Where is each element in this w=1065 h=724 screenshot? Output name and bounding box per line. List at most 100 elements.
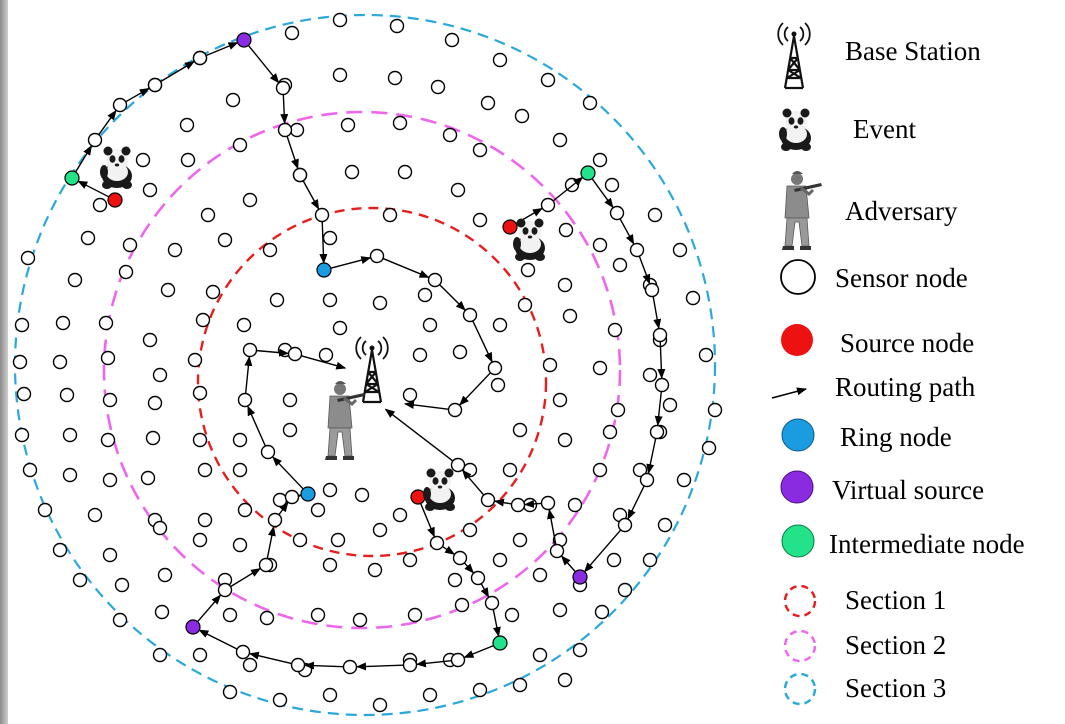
sensor-node [532, 647, 548, 663]
sensor-node [310, 502, 326, 518]
sensor-node [340, 117, 356, 133]
path-sensor-node [369, 248, 385, 264]
legend-routing-path-label: Routing path [835, 372, 976, 402]
sensor-node [472, 142, 488, 158]
path-sensor-node [267, 512, 283, 528]
sensor-node [180, 152, 196, 168]
routing-path-arrow [560, 555, 576, 573]
sensor-node [192, 647, 208, 663]
sensor-node [62, 467, 78, 483]
section2-ring [102, 110, 622, 630]
sensor-node [102, 392, 118, 408]
sensor-node [552, 602, 568, 618]
sensor-node [604, 177, 620, 193]
virtual-source-node [185, 619, 201, 635]
routing-path-arrow [657, 341, 666, 380]
sensor-node [594, 604, 610, 620]
routing-path-arrow [403, 400, 449, 410]
routing-path-arrow [472, 321, 493, 363]
routing-path-arrow [125, 87, 150, 103]
sensor-node [480, 95, 496, 111]
sensor-node [382, 207, 398, 223]
sensor-node [392, 115, 408, 131]
legend: Base Station Event Adversary Sensor node… [771, 21, 1025, 706]
sensor-node [114, 577, 130, 593]
sensor-node [200, 207, 216, 223]
routing-path-arrow [627, 485, 645, 520]
sensor-node [514, 108, 530, 124]
legend-intermediate-node-label: Intermediate node [829, 529, 1025, 559]
routing-path-arrow [523, 499, 542, 508]
routing-path-arrow [383, 258, 430, 278]
sensor-node [118, 264, 134, 280]
routing-path-arrow [77, 180, 110, 198]
path-sensor-node [260, 444, 276, 460]
path-sensor-node [652, 327, 668, 343]
sensor-node [310, 607, 326, 623]
sensor-node [552, 132, 568, 148]
sensor-node [352, 612, 368, 628]
sensor-node [197, 462, 213, 478]
sensor-node [135, 152, 151, 168]
routing-path-arrow [266, 525, 276, 559]
routing-path-arrow [355, 662, 404, 671]
sensor-node [558, 222, 574, 238]
legend-ring-node-marker [781, 418, 815, 452]
path-sensor-node [470, 570, 486, 586]
sensor-node [332, 320, 348, 336]
sensor-node [389, 18, 405, 34]
routing-path-arrow [319, 221, 328, 265]
sensor-node [322, 292, 338, 308]
sensor-node [662, 397, 678, 413]
legend-routing-path-arrow [771, 387, 807, 399]
left-edge-strip [0, 0, 8, 724]
routing-path-arrow [247, 405, 266, 446]
sensor-node [504, 607, 520, 623]
sensor-nodes [12, 12, 723, 713]
routing-path-arrow [256, 348, 290, 357]
sensor-node [289, 122, 305, 138]
sensor-node [145, 430, 161, 446]
path-sensor-node [649, 424, 665, 440]
routing-path-arrow [286, 136, 299, 170]
sensor-node [197, 512, 213, 528]
sensor-node [672, 242, 688, 258]
sensor-node [557, 277, 573, 293]
path-sensor-node [452, 550, 468, 566]
path-sensor-node [549, 543, 565, 559]
sensor-node [657, 517, 673, 533]
sensor-node [430, 79, 446, 95]
sensor-node [472, 682, 488, 698]
legend-section2-marker [783, 629, 817, 663]
path-sensor-node [235, 644, 251, 660]
sensor-node [642, 552, 658, 568]
sensor-node [102, 547, 118, 563]
sensor-node [52, 542, 68, 558]
sensor-node [330, 532, 346, 548]
path-sensor-node [314, 207, 330, 223]
path-sensor-node [429, 535, 445, 551]
path-sensor-node [450, 457, 466, 473]
path-sensor-node [510, 497, 526, 513]
sensor-node [344, 164, 360, 180]
path-sensor-node [192, 50, 208, 66]
sensor-node [606, 552, 622, 568]
sensor-node [142, 182, 158, 198]
section3-ring [13, 13, 717, 717]
sensor-node [322, 687, 338, 703]
sensor-node [572, 642, 588, 658]
sensor-node [610, 402, 626, 418]
sensor-node [642, 367, 658, 383]
routing-paths [64, 32, 670, 675]
sensor-node [242, 192, 258, 208]
sensor-node [417, 287, 433, 303]
routing-path-arrow [638, 256, 651, 285]
sensor-node [179, 117, 195, 133]
routing-path-arrow [160, 61, 195, 82]
sensor-node [205, 284, 221, 300]
sensor-node [192, 432, 208, 448]
sensor-node [147, 395, 163, 411]
path-sensor-node [290, 657, 306, 673]
sensor-node [217, 232, 233, 248]
path-sensor-node [447, 402, 463, 418]
